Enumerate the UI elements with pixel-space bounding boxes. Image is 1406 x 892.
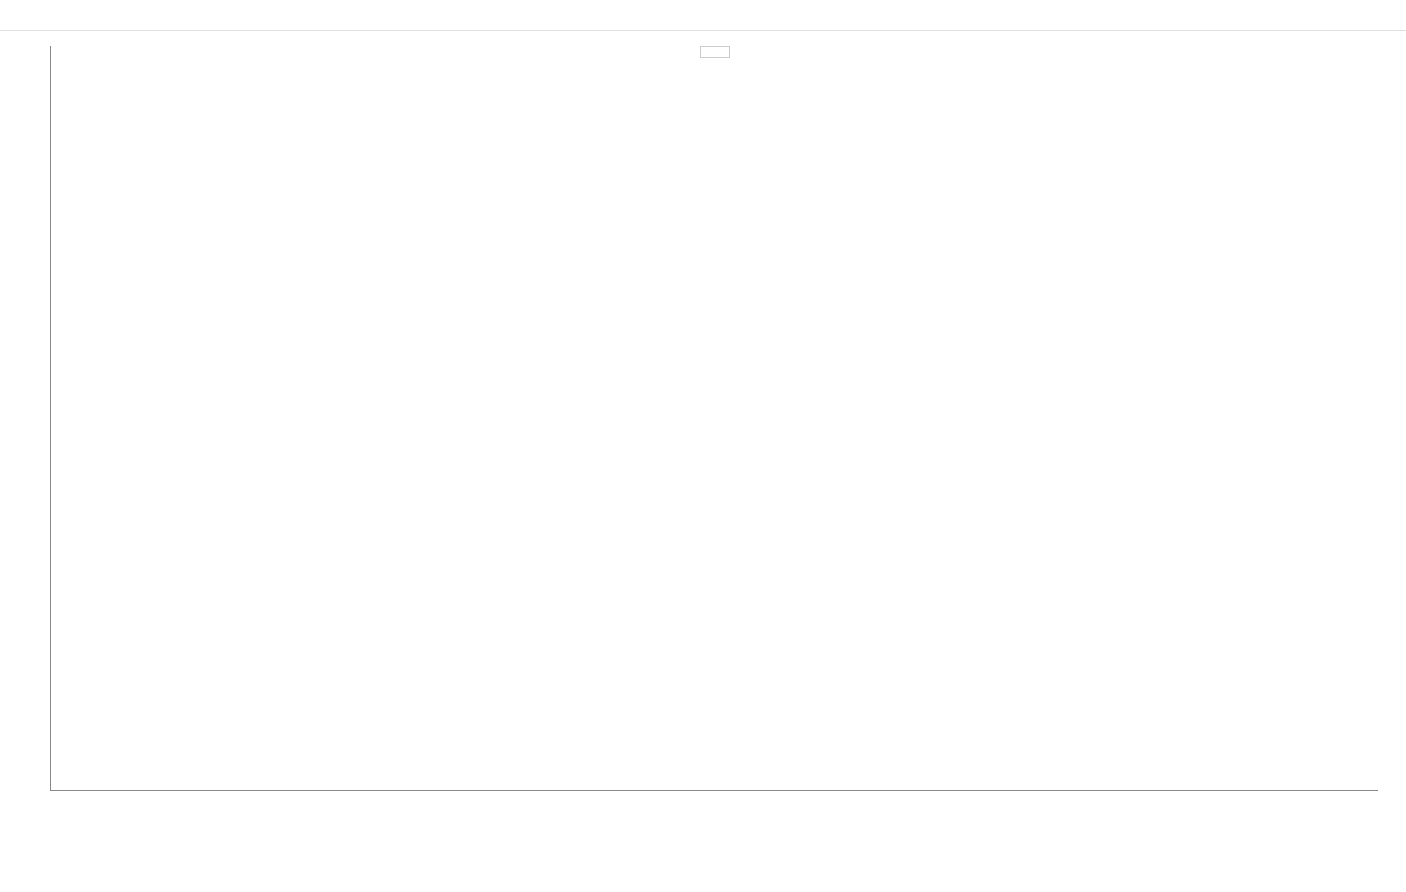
header <box>0 0 1406 31</box>
correlation-legend <box>700 46 730 58</box>
trend-lines <box>51 46 1378 790</box>
chart-container <box>0 31 1406 851</box>
plot-area <box>50 46 1378 791</box>
